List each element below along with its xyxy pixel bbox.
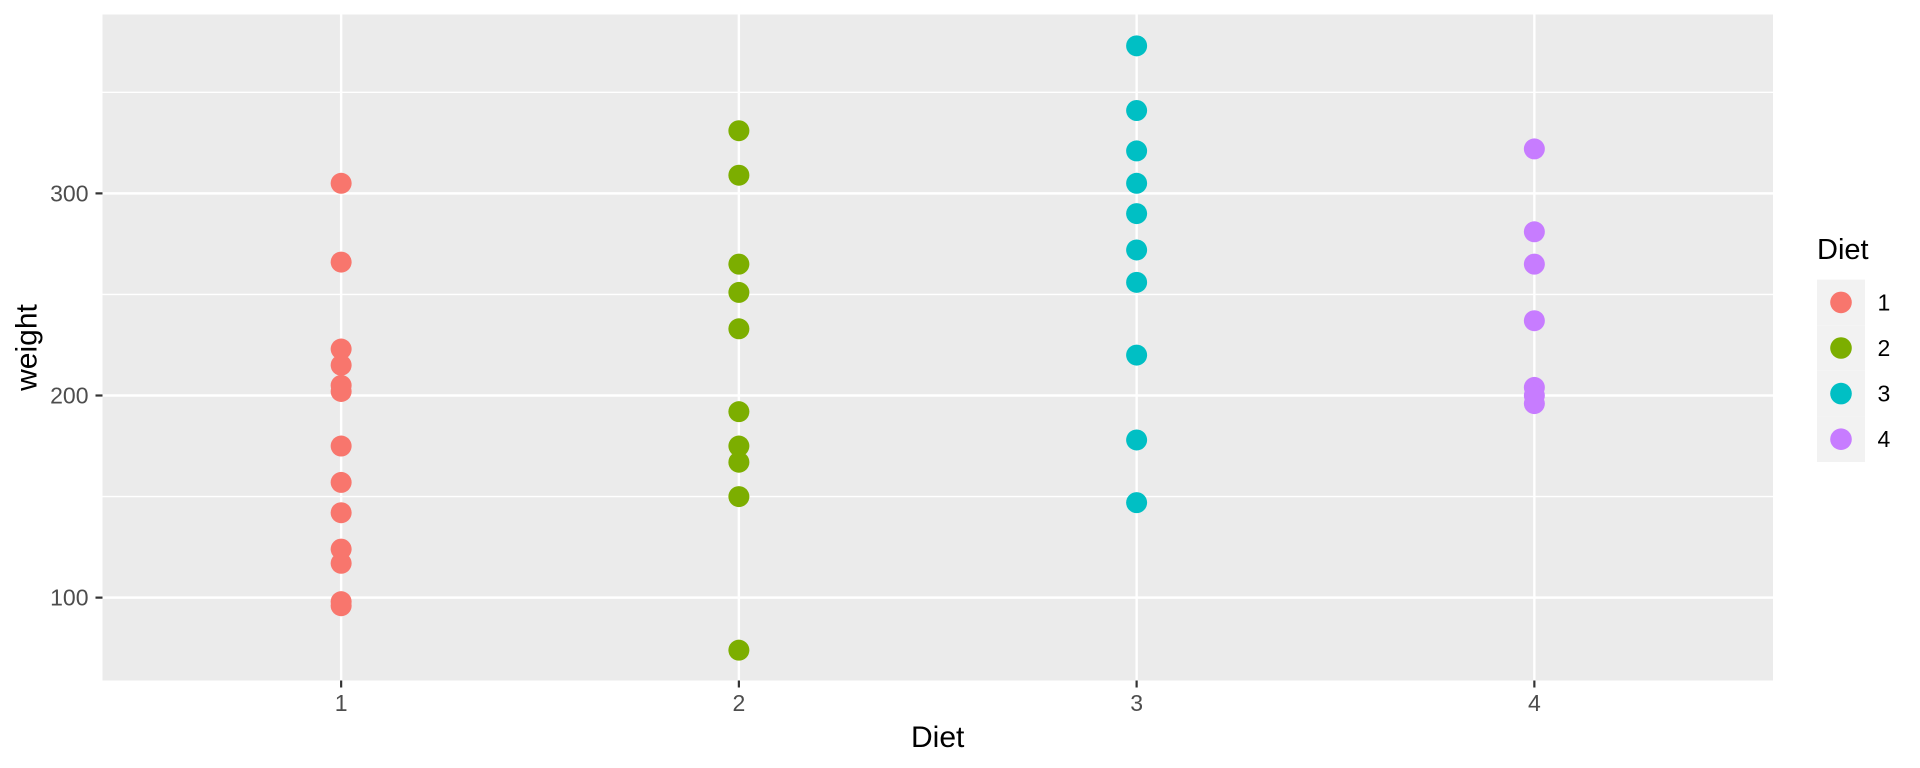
x-tick-label: 4 xyxy=(1528,690,1541,716)
data-point xyxy=(1523,221,1545,243)
legend-point-icon xyxy=(1830,337,1852,359)
legend-key-1: 1 xyxy=(1817,279,1891,326)
data-point xyxy=(330,471,352,493)
data-point xyxy=(728,120,750,142)
legend-label: 3 xyxy=(1878,381,1891,407)
y-axis-title: weight xyxy=(11,303,44,391)
x-tick-label: 1 xyxy=(335,690,348,716)
data-point xyxy=(1126,100,1148,122)
data-point xyxy=(1126,203,1148,225)
x-axis-title: Diet xyxy=(911,721,965,754)
y-tick-label: 300 xyxy=(50,180,88,206)
data-points xyxy=(330,35,1545,661)
data-point xyxy=(330,552,352,574)
data-point xyxy=(1523,393,1545,415)
plot-panel xyxy=(102,14,1773,681)
data-point xyxy=(1126,271,1148,293)
data-point xyxy=(728,281,750,303)
legend: Diet 1 2 3 4 xyxy=(1817,234,1891,462)
axis-tick-labels: 100 200 300 1 2 3 4 xyxy=(50,180,1541,716)
data-point xyxy=(330,380,352,402)
data-point xyxy=(330,172,352,194)
legend-title: Diet xyxy=(1817,234,1869,266)
data-point xyxy=(1126,492,1148,514)
data-point xyxy=(728,486,750,508)
data-point xyxy=(728,401,750,423)
series-diet-1 xyxy=(330,172,352,617)
data-point xyxy=(330,251,352,273)
data-point xyxy=(1126,344,1148,366)
data-point xyxy=(1523,310,1545,332)
data-point xyxy=(728,451,750,473)
series-diet-2 xyxy=(728,120,750,661)
data-point xyxy=(1126,429,1148,451)
data-point xyxy=(1126,239,1148,261)
data-point xyxy=(728,435,750,457)
data-point xyxy=(330,502,352,524)
data-point xyxy=(1126,35,1148,57)
data-point xyxy=(330,435,352,457)
data-point xyxy=(1126,140,1148,162)
legend-label: 1 xyxy=(1878,289,1891,315)
data-point xyxy=(330,338,352,360)
data-point xyxy=(728,253,750,275)
data-point xyxy=(1523,253,1545,275)
data-point xyxy=(728,639,750,661)
data-point xyxy=(1126,172,1148,194)
y-tick-label: 200 xyxy=(50,383,88,409)
x-tick-label: 3 xyxy=(1130,690,1143,716)
legend-key-3: 3 xyxy=(1817,370,1891,417)
legend-key-4: 4 xyxy=(1817,416,1891,462)
legend-label: 4 xyxy=(1878,426,1891,452)
legend-label: 2 xyxy=(1878,335,1891,361)
legend-point-icon xyxy=(1830,382,1852,405)
gridlines-minor xyxy=(102,91,1773,498)
x-tick-label: 2 xyxy=(732,690,745,716)
series-diet-3 xyxy=(1126,35,1148,514)
panel-background xyxy=(102,14,1773,681)
data-point xyxy=(728,318,750,340)
data-point xyxy=(330,354,352,376)
axis-ticks xyxy=(95,192,1536,688)
legend-point-icon xyxy=(1830,428,1852,451)
data-point xyxy=(1523,138,1545,160)
legend-key-2: 2 xyxy=(1817,325,1890,371)
legend-point-icon xyxy=(1830,291,1852,314)
data-point xyxy=(728,164,750,186)
series-diet-4 xyxy=(1523,138,1545,415)
data-point xyxy=(330,595,352,617)
y-tick-label: 100 xyxy=(50,585,88,611)
legend-keys: 1 2 3 4 xyxy=(1817,279,1891,462)
